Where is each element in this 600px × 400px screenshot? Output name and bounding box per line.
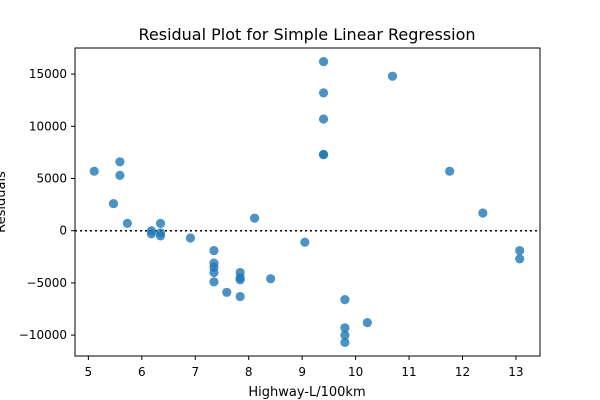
data-point — [115, 157, 125, 167]
y-tick-label: 0 — [59, 224, 67, 238]
data-point — [340, 330, 350, 340]
data-point — [318, 88, 329, 98]
data-point — [222, 287, 232, 297]
data-point — [340, 295, 350, 305]
data-point — [515, 254, 525, 264]
data-point — [515, 245, 525, 256]
x-axis-label: Highway-L/100km — [248, 385, 365, 400]
data-point — [209, 245, 219, 256]
data-point — [185, 233, 196, 243]
y-axis-label: Residuals — [0, 171, 9, 233]
data-point — [445, 166, 455, 176]
x-tick-label: 7 — [191, 365, 199, 379]
y-tick-label: 10000 — [29, 119, 67, 133]
x-tick-label: 10 — [348, 365, 363, 379]
data-point — [209, 277, 219, 287]
data-point — [209, 267, 219, 278]
x-axis-ticks: 5 6 7 8 9 10 11 12 13 — [85, 356, 524, 379]
y-axis-ticks: −10000 −5000 0 5000 10000 15000 — [19, 67, 75, 342]
y-tick-label: −10000 — [19, 328, 67, 342]
data-point — [387, 71, 398, 81]
x-tick-label: 5 — [85, 365, 93, 379]
x-tick-label: 11 — [401, 365, 416, 379]
data-point — [108, 198, 119, 209]
data-point — [249, 213, 260, 223]
data-point — [318, 149, 329, 160]
data-point — [340, 323, 350, 333]
data-point — [235, 291, 245, 302]
x-tick-label: 12 — [455, 365, 470, 379]
y-tick-label: 5000 — [36, 172, 67, 186]
data-point — [318, 56, 329, 67]
data-point — [155, 231, 166, 241]
data-point — [300, 237, 310, 247]
data-point — [362, 317, 372, 328]
y-tick-label: 15000 — [29, 67, 67, 81]
data-point — [340, 337, 350, 348]
data-points — [89, 56, 525, 348]
x-tick-label: 8 — [245, 365, 253, 379]
data-point — [146, 229, 157, 239]
data-point — [122, 218, 132, 229]
x-tick-label: 13 — [508, 365, 523, 379]
chart-title: Residual Plot for Simple Linear Regressi… — [138, 25, 475, 44]
x-tick-label: 9 — [298, 365, 306, 379]
x-tick-label: 6 — [138, 365, 146, 379]
data-point — [155, 218, 166, 229]
plot-area — [74, 47, 541, 357]
data-point — [478, 208, 488, 218]
y-tick-label: −5000 — [26, 276, 67, 290]
data-point — [266, 274, 276, 284]
data-point — [115, 170, 125, 180]
data-point — [235, 275, 245, 285]
plot-frame — [74, 47, 541, 357]
data-point — [89, 166, 99, 176]
data-point — [318, 114, 329, 124]
